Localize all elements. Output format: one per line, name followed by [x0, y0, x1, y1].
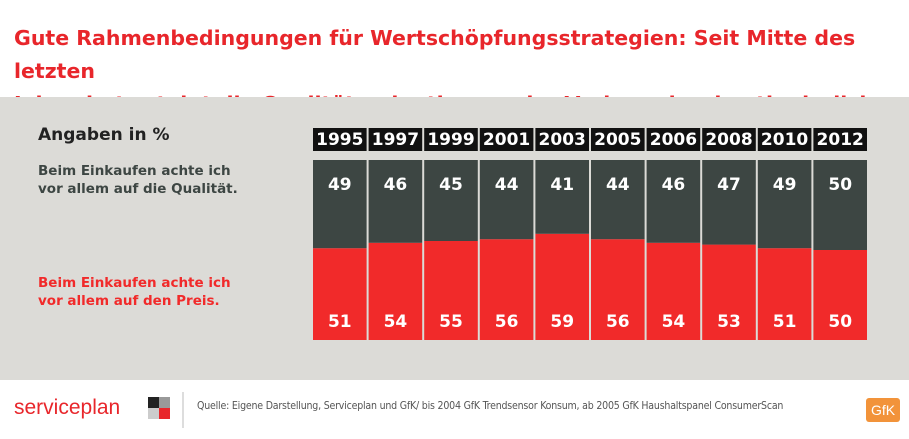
value-label: 41	[550, 175, 574, 195]
bar-segment	[646, 242, 701, 340]
source: Quelle: Eigene Darstellung, Serviceplan …	[197, 400, 784, 412]
logo-text: serviceplan	[14, 396, 121, 419]
value-label: 49	[328, 175, 352, 195]
bar-segment	[535, 160, 589, 234]
bar-segment	[646, 160, 701, 243]
logo-square	[148, 408, 159, 419]
year-box	[368, 128, 423, 151]
year-box	[479, 128, 534, 151]
value-label: 46	[384, 175, 408, 195]
bar-segment	[368, 160, 423, 243]
x-tick-label: 2003	[539, 130, 586, 150]
bar-segment	[757, 248, 812, 340]
x-tick-label: 2008	[705, 130, 752, 150]
year-box	[424, 128, 478, 151]
bar-segment	[479, 239, 534, 340]
value-label: 50	[828, 175, 852, 195]
bar-segment	[591, 160, 645, 240]
value-label: 44	[495, 175, 519, 195]
bar-segment	[313, 160, 367, 249]
x-tick-label: 1999	[427, 130, 474, 150]
year-box	[591, 128, 645, 151]
logo-square	[159, 397, 170, 408]
logo-text: GfK	[866, 398, 900, 422]
x-tick-label: 2001	[483, 130, 530, 150]
legend-entry: Beim Einkaufen achte ich vor allem auf d…	[38, 163, 238, 197]
bar-segment	[368, 242, 423, 340]
value-label: 49	[773, 175, 797, 195]
bar-segment	[424, 241, 478, 340]
year-box	[702, 128, 756, 151]
value-label: 50	[828, 312, 852, 332]
year-box	[313, 128, 367, 151]
logo-square	[159, 408, 170, 419]
year-box	[535, 128, 589, 151]
value-label: 47	[717, 175, 741, 195]
year-box	[646, 128, 701, 151]
bar-segment	[813, 250, 867, 340]
legend-entry: Beim Einkaufen achte ich vor allem auf d…	[38, 275, 231, 309]
value-label: 51	[773, 312, 797, 332]
bar-segment	[535, 233, 589, 340]
value-label: 54	[662, 312, 686, 332]
year-box	[757, 128, 812, 151]
value-label: 44	[606, 175, 630, 195]
bar-segment	[424, 160, 478, 241]
bar-segment	[757, 160, 812, 249]
bar-segment	[313, 248, 367, 340]
value-label: 55	[439, 312, 463, 332]
bar-segment	[702, 160, 756, 245]
value-label: 54	[384, 312, 408, 332]
bar-segment	[813, 160, 867, 250]
x-tick-label: 1995	[316, 130, 363, 150]
value-label: 56	[606, 312, 630, 332]
value-label: 56	[495, 312, 519, 332]
value-label: 51	[328, 312, 352, 332]
bar-segment	[702, 244, 756, 340]
bar-segment	[591, 239, 645, 340]
x-tick-label: 2012	[817, 130, 864, 150]
x-tick-label: 2005	[594, 130, 641, 150]
x-tick-label: 1997	[372, 130, 419, 150]
logo-square	[148, 397, 159, 408]
value-label: 45	[439, 175, 463, 195]
subtitle: Angaben in %	[38, 125, 170, 145]
year-box	[813, 128, 867, 151]
value-label: 46	[662, 175, 686, 195]
value-label: 59	[550, 312, 574, 332]
value-label: 53	[717, 312, 741, 332]
bar-segment	[479, 160, 534, 240]
x-tick-label: 2006	[650, 130, 697, 150]
x-tick-label: 2010	[761, 130, 808, 150]
